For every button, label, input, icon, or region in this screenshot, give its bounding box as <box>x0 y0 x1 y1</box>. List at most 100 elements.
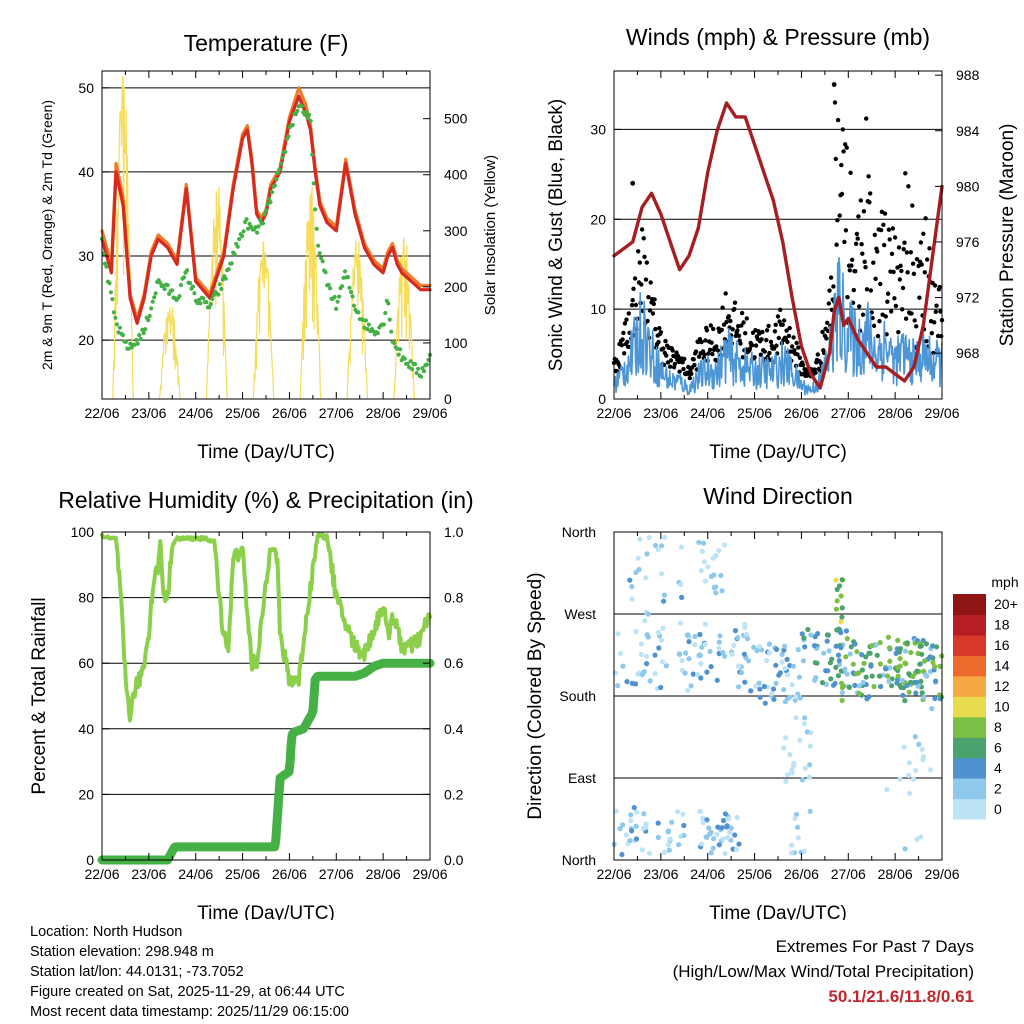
dewpoint-point <box>323 270 328 275</box>
temperature-ytick-label: 20 <box>78 332 94 348</box>
wind-direction-ytick-label: North <box>562 524 596 540</box>
gust-point <box>833 156 838 162</box>
colorbar-swatch <box>953 594 986 615</box>
wind-direction-point <box>832 680 838 686</box>
dewpoint-point <box>108 290 113 295</box>
wind-direction-point <box>698 661 704 667</box>
dewpoint-point <box>138 337 143 342</box>
gust-point <box>668 358 674 363</box>
winds-xlabel: Time (Day/UTC) <box>709 442 847 463</box>
gust-point <box>645 318 650 324</box>
humidity-xtick-label: 26/06 <box>272 866 307 882</box>
extremes-values: 50.1/21.6/11.8/0.61 <box>828 987 974 1006</box>
dewpoint-point <box>386 301 391 306</box>
gust-point <box>631 286 636 291</box>
dewpoint-point <box>348 290 354 295</box>
wind-direction-point <box>675 809 681 815</box>
winds-xtick-label: 29/06 <box>924 405 959 421</box>
dewpoint-point <box>137 333 142 338</box>
dewpoint-point <box>226 267 231 272</box>
wind-direction-point <box>686 656 692 662</box>
dewpoint-point <box>424 362 430 367</box>
dewpoint-point <box>310 152 315 157</box>
wind-direction-point <box>727 829 733 836</box>
winds-title: Winds (mph) & Pressure (mb) <box>626 24 930 50</box>
temperature-xtick-label: 25/06 <box>225 405 260 421</box>
wind-direction-point <box>913 679 920 685</box>
gust-point <box>899 268 904 274</box>
gust-point <box>903 316 909 321</box>
wind-direction-point <box>617 826 623 832</box>
wind-direction-point <box>676 651 683 657</box>
humidity-xtick-label: 25/06 <box>225 866 260 882</box>
gust-point <box>680 360 685 365</box>
gust-point <box>703 338 708 343</box>
wind-direction-point <box>773 662 779 668</box>
wind-direction-point <box>811 643 818 649</box>
wind-direction-point <box>933 678 939 684</box>
wind-direction-point <box>906 760 912 766</box>
temperature-y2tick-label: 200 <box>444 279 468 295</box>
gust-point <box>791 335 796 340</box>
wind-direction-point <box>799 777 806 783</box>
winds-ytick-label: 0 <box>598 391 606 407</box>
gust-point <box>644 260 649 265</box>
wind-direction-point <box>743 631 750 638</box>
dewpoint-point <box>326 282 331 287</box>
wind-direction-point <box>660 625 666 631</box>
wind-direction-point <box>784 656 790 663</box>
dewpoint-point <box>413 362 418 367</box>
dewpoint-point <box>375 331 380 336</box>
temperature-y2tick-label: 300 <box>444 223 468 239</box>
gust-point <box>780 322 785 327</box>
wind-direction-point <box>698 568 704 574</box>
gust-point <box>782 318 787 323</box>
wind-direction-point <box>639 672 646 678</box>
gust-point <box>648 280 653 285</box>
wind-direction-point <box>929 706 935 712</box>
gust-point <box>849 263 854 268</box>
wind-direction-point <box>665 829 671 835</box>
dewpoint-point <box>347 285 352 290</box>
gust-point <box>840 127 845 132</box>
gust-point <box>671 365 677 370</box>
dewpoint-point <box>299 104 304 109</box>
wind-direction-point <box>910 776 917 782</box>
wind-direction-point <box>717 633 723 639</box>
gust-point <box>883 314 888 319</box>
wind-direction-point <box>907 679 914 685</box>
wind-direction-point <box>919 746 925 753</box>
temperature-xtick-label: 29/06 <box>412 405 447 421</box>
station-location: Location: North Hudson <box>30 924 183 940</box>
wind-direction-point <box>678 581 684 588</box>
wind-direction-point <box>771 696 777 702</box>
gust-point <box>837 213 842 218</box>
gust-point <box>933 309 938 314</box>
wind-direction-point <box>797 737 803 744</box>
gust-point <box>786 333 792 339</box>
dewpoint-point <box>198 301 203 306</box>
station-latlon: Station lat/lon: 44.0131; -73.7052 <box>30 964 244 980</box>
wind-direction-point <box>722 811 729 817</box>
wind-direction-point <box>883 666 889 672</box>
gust-point <box>687 375 692 381</box>
gust-point <box>914 324 919 329</box>
gust-point <box>784 328 789 333</box>
wind-direction-point <box>903 661 909 667</box>
speed-colorbar: 0 2 4 6 8 10 12 14 16 18 20+ <box>953 594 1018 820</box>
temperature-y2tick-label: 500 <box>444 111 468 127</box>
gust-point <box>692 362 697 368</box>
gust-point <box>642 254 647 259</box>
gust-point <box>900 307 905 312</box>
wind-direction-point <box>839 577 845 583</box>
wind-direction-point <box>788 842 795 848</box>
wind-direction-point <box>754 648 760 654</box>
wind-direction-point <box>633 629 639 635</box>
gust-point <box>858 198 863 203</box>
dewpoint-point <box>308 119 313 124</box>
gust-point <box>689 371 694 376</box>
humidity-ytick-label: 20 <box>78 786 94 802</box>
wind-direction-point <box>635 555 641 561</box>
solar-insolation-line <box>346 240 369 400</box>
colorbar-swatch <box>953 757 986 779</box>
